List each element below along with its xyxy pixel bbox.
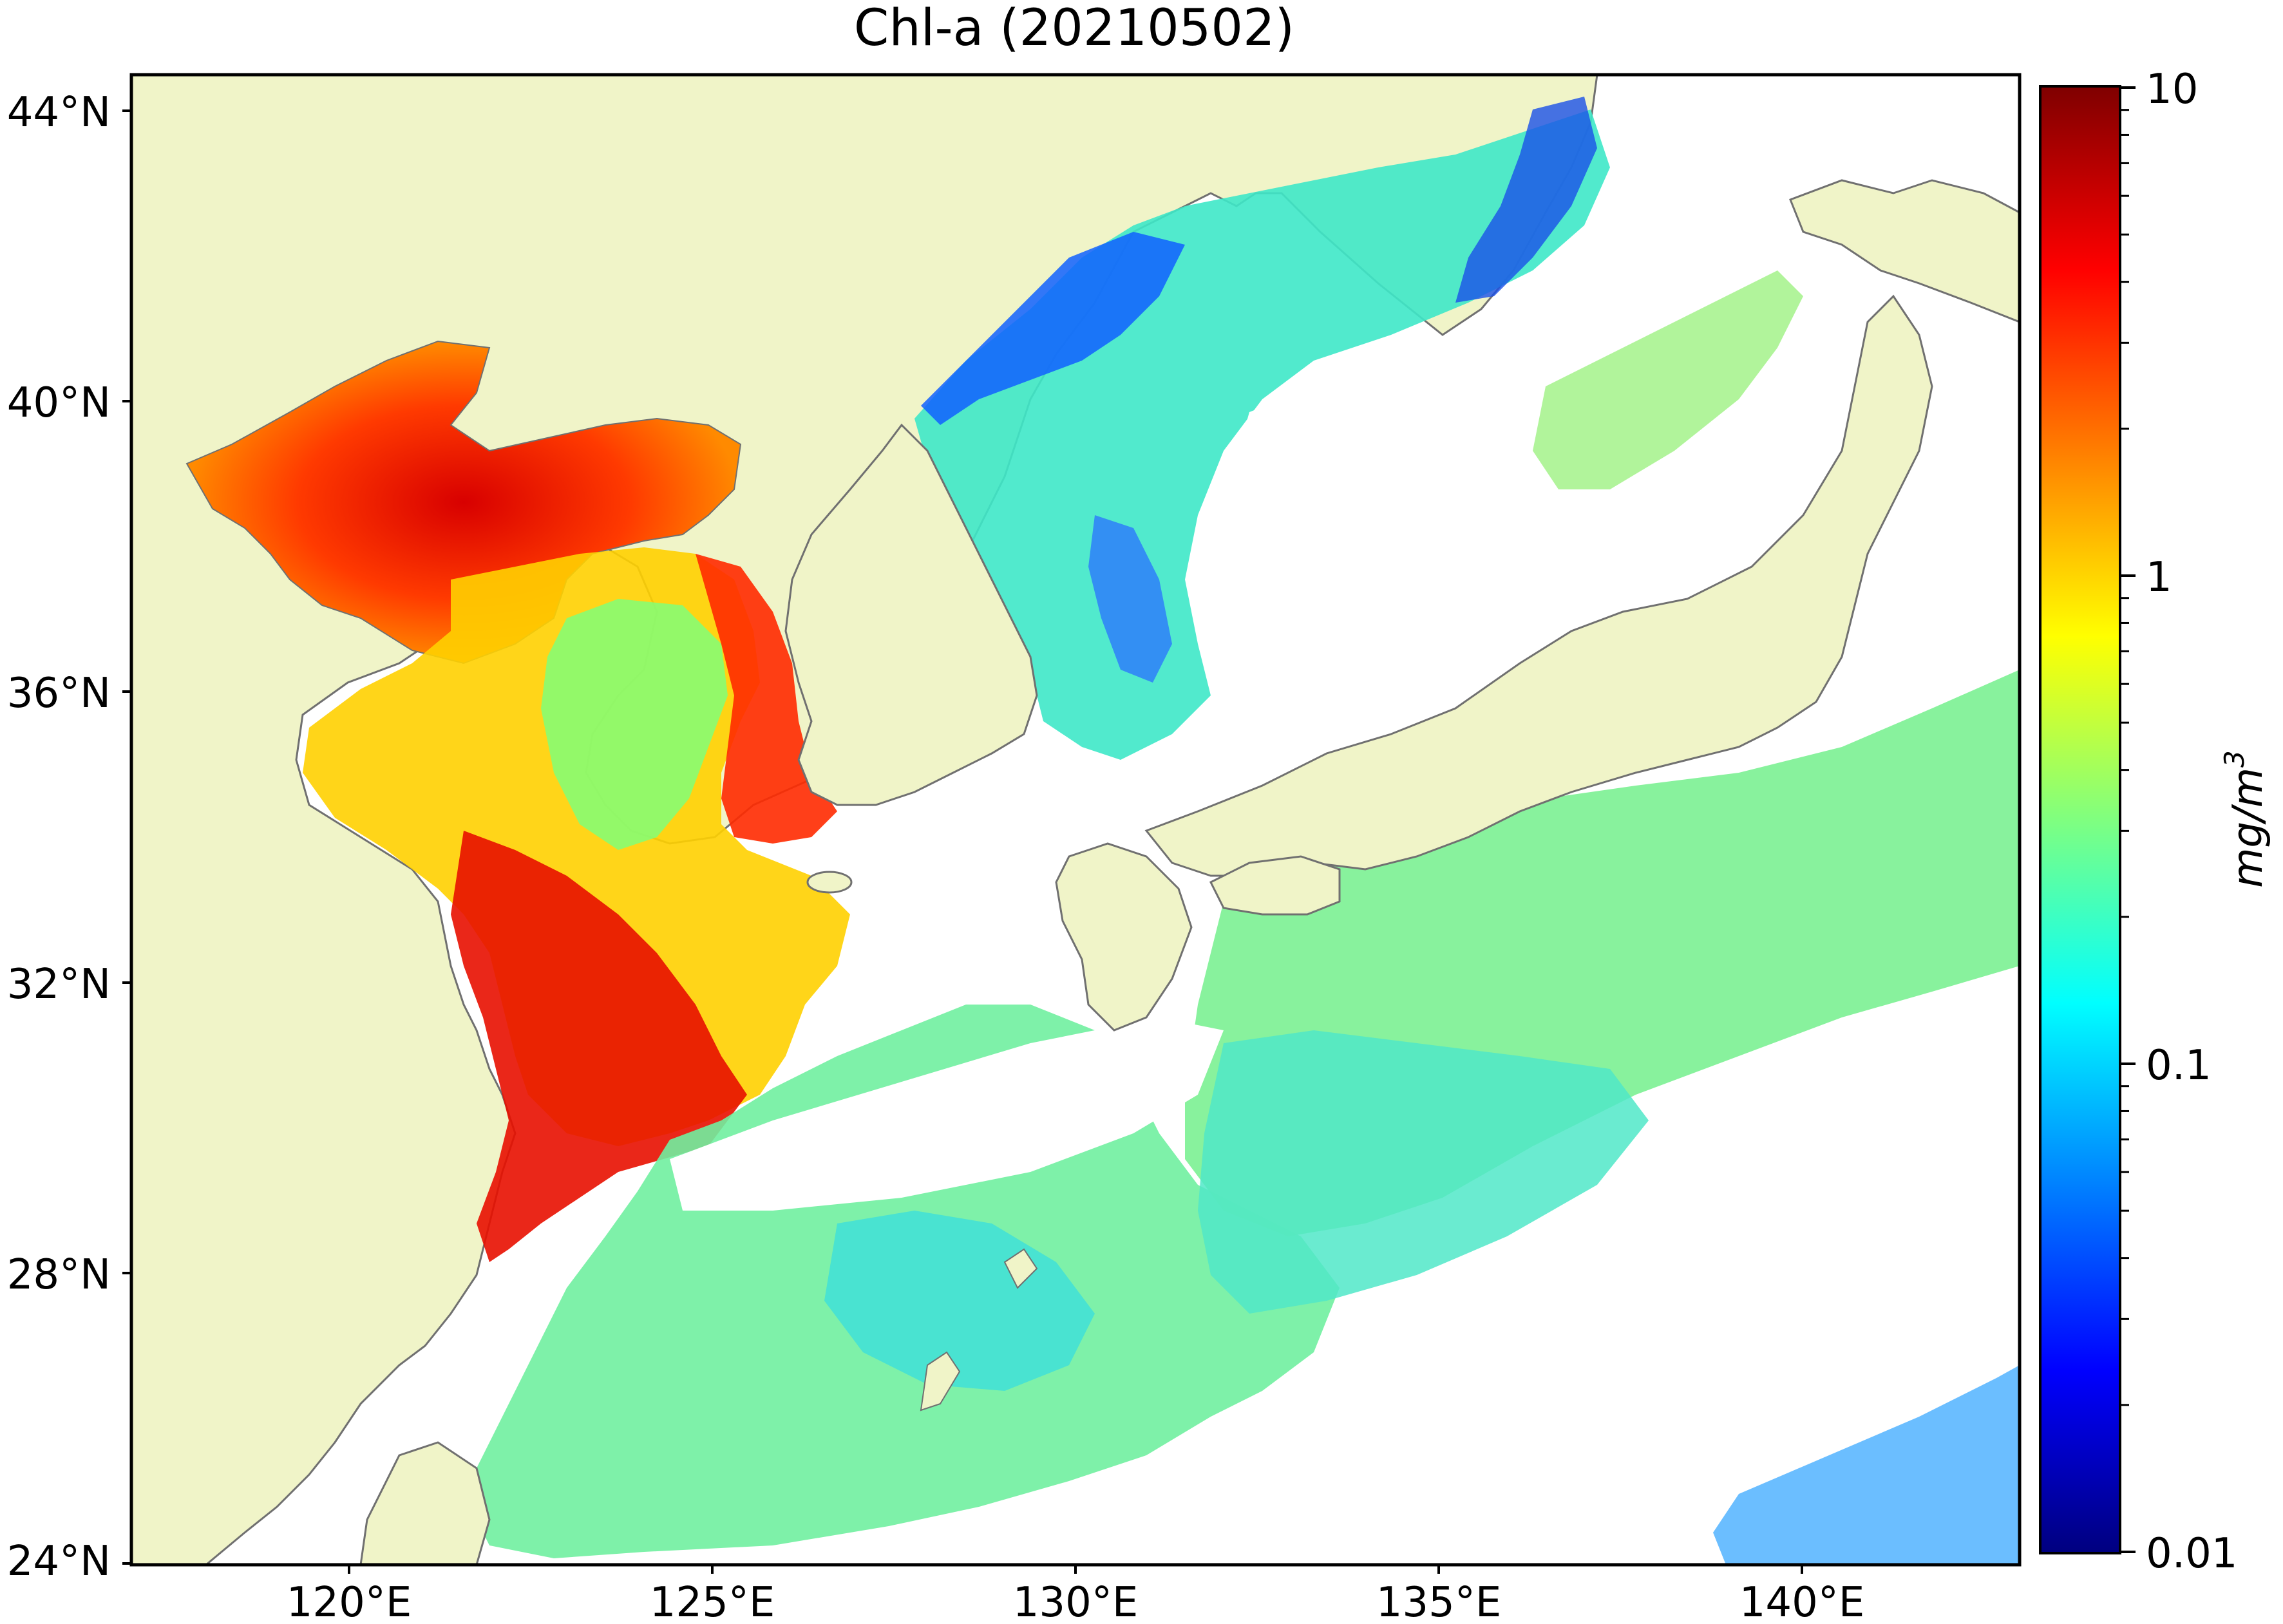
lat-label-36: 36°N (7, 670, 111, 717)
korea-west-coast-red (696, 554, 837, 844)
lat-label-24: 24°N (7, 1538, 111, 1585)
pacific-cyan-patch (1198, 1030, 1649, 1314)
lat-label-28: 28°N (7, 1251, 111, 1299)
colorbar-label-0.01: 0.01 (2146, 1530, 2238, 1578)
colorbar-minor-ticks (2120, 109, 2129, 1406)
ryukyu-island-okinawa (920, 1351, 961, 1412)
pacific-east-green-streaks (1533, 270, 1803, 489)
latitude-axis: 44°N 40°N 36°N 32°N 28°N 24°N (7, 89, 131, 1585)
lat-label-32: 32°N (7, 961, 111, 1008)
lon-label-125: 125°E (650, 1579, 775, 1624)
jeju-island (806, 871, 853, 894)
sea-of-japan-missing-gap (1224, 335, 1584, 683)
longitude-axis: 120°E 125°E 130°E 135°E 140°E (287, 1565, 1865, 1624)
lon-label-130: 130°E (1013, 1579, 1139, 1624)
yellow-sea-central-green (541, 599, 728, 850)
honshu-island (1144, 294, 1933, 877)
bohai-sea-chlorophyll (185, 340, 742, 665)
colorbar-label-1: 1 (2146, 554, 2172, 601)
ryukyu-island-amami (1003, 1248, 1038, 1289)
lon-label-140: 140°E (1739, 1579, 1865, 1624)
pacific-south-missing-swath (670, 1017, 1224, 1211)
korean-peninsula-land (784, 423, 1038, 806)
colorbar-gradient (2039, 85, 2121, 1554)
colorbar-axis-label: mg/m3 (2219, 750, 2272, 888)
lat-label-40: 40°N (7, 379, 111, 427)
lat-label-44: 44°N (7, 89, 111, 137)
lon-label-135: 135°E (1376, 1579, 1502, 1624)
shikoku-island (1209, 855, 1341, 916)
sea-of-japan-low-blue (921, 232, 1185, 425)
kyushu-island (1055, 842, 1193, 1032)
taiwan-island (359, 1441, 491, 1565)
pacific-southeast-blue (1713, 1365, 2020, 1565)
colorbar-unit: mg/m (2224, 768, 2272, 888)
map-panel (131, 75, 2020, 1565)
colorbar-label-10: 10 (2146, 66, 2198, 113)
sea-of-japan-blue-band (1088, 515, 1172, 683)
hokkaido-island (1789, 179, 2020, 323)
colorbar-label-0.1: 0.1 (2146, 1042, 2212, 1090)
colorbar-unit-exponent: 3 (2219, 750, 2250, 768)
map-title: Chl-a (20210502) (854, 0, 1294, 57)
colorbar: 10 1 0.1 0.01 mg/m3 (2039, 66, 2272, 1578)
lon-label-120: 120°E (287, 1579, 412, 1624)
sea-of-japan-northeast-blue (1455, 97, 1597, 303)
